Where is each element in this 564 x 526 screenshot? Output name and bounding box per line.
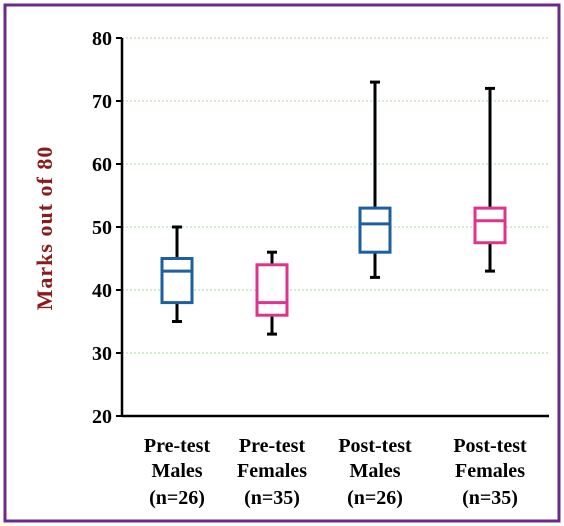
x-category-label: Post-test Males (n=26) [338,435,412,509]
x-category-label-line: Males [151,460,202,482]
x-category-label-line: (n=26) [347,487,403,509]
y-tick-label: 30 [92,343,112,365]
x-category-label-line: Females [455,460,525,482]
iqr-box [160,257,194,305]
x-category-label-line: Pre-test [239,435,306,457]
y-tick-label: 80 [92,28,112,50]
y-tick-label: 20 [92,406,112,428]
x-category-label-line: (n=35) [244,487,300,509]
x-category-label: Pre-test Females (n=35) [237,435,307,509]
y-tick-label: 60 [92,154,112,176]
x-axis-labels: Pre-test Males (n=26) Pre-test Females (n=35)… [144,435,527,509]
box-group [473,86,507,273]
boxes [160,80,507,336]
y-tick-label: 40 [92,280,112,302]
x-category-label: Post-test Females (n=35) [453,435,527,509]
box-group [358,80,392,279]
iqr-box [358,206,392,254]
x-category-label-line: Post-test [338,435,412,457]
y-tick-label: 70 [92,91,112,113]
iqr-box [255,263,289,317]
chart-frame [3,3,561,523]
x-category-label-line: Females [237,460,307,482]
x-category-label-line: (n=35) [462,487,518,509]
x-category-label-line: Males [349,460,400,482]
x-category-label: Pre-test Males (n=26) [144,435,211,509]
box-group [160,225,194,323]
y-axis-label: Marks out of 80 [32,146,57,311]
x-category-label-line: (n=26) [149,487,205,509]
y-tick-label: 50 [92,217,112,239]
gridlines [122,37,549,354]
x-category-label-line: Pre-test [144,435,211,457]
y-axis-ticks: 20 30 40 50 60 70 80 [92,28,122,428]
x-category-label-line: Post-test [453,435,527,457]
box-group [255,250,289,336]
iqr-box [473,206,507,245]
